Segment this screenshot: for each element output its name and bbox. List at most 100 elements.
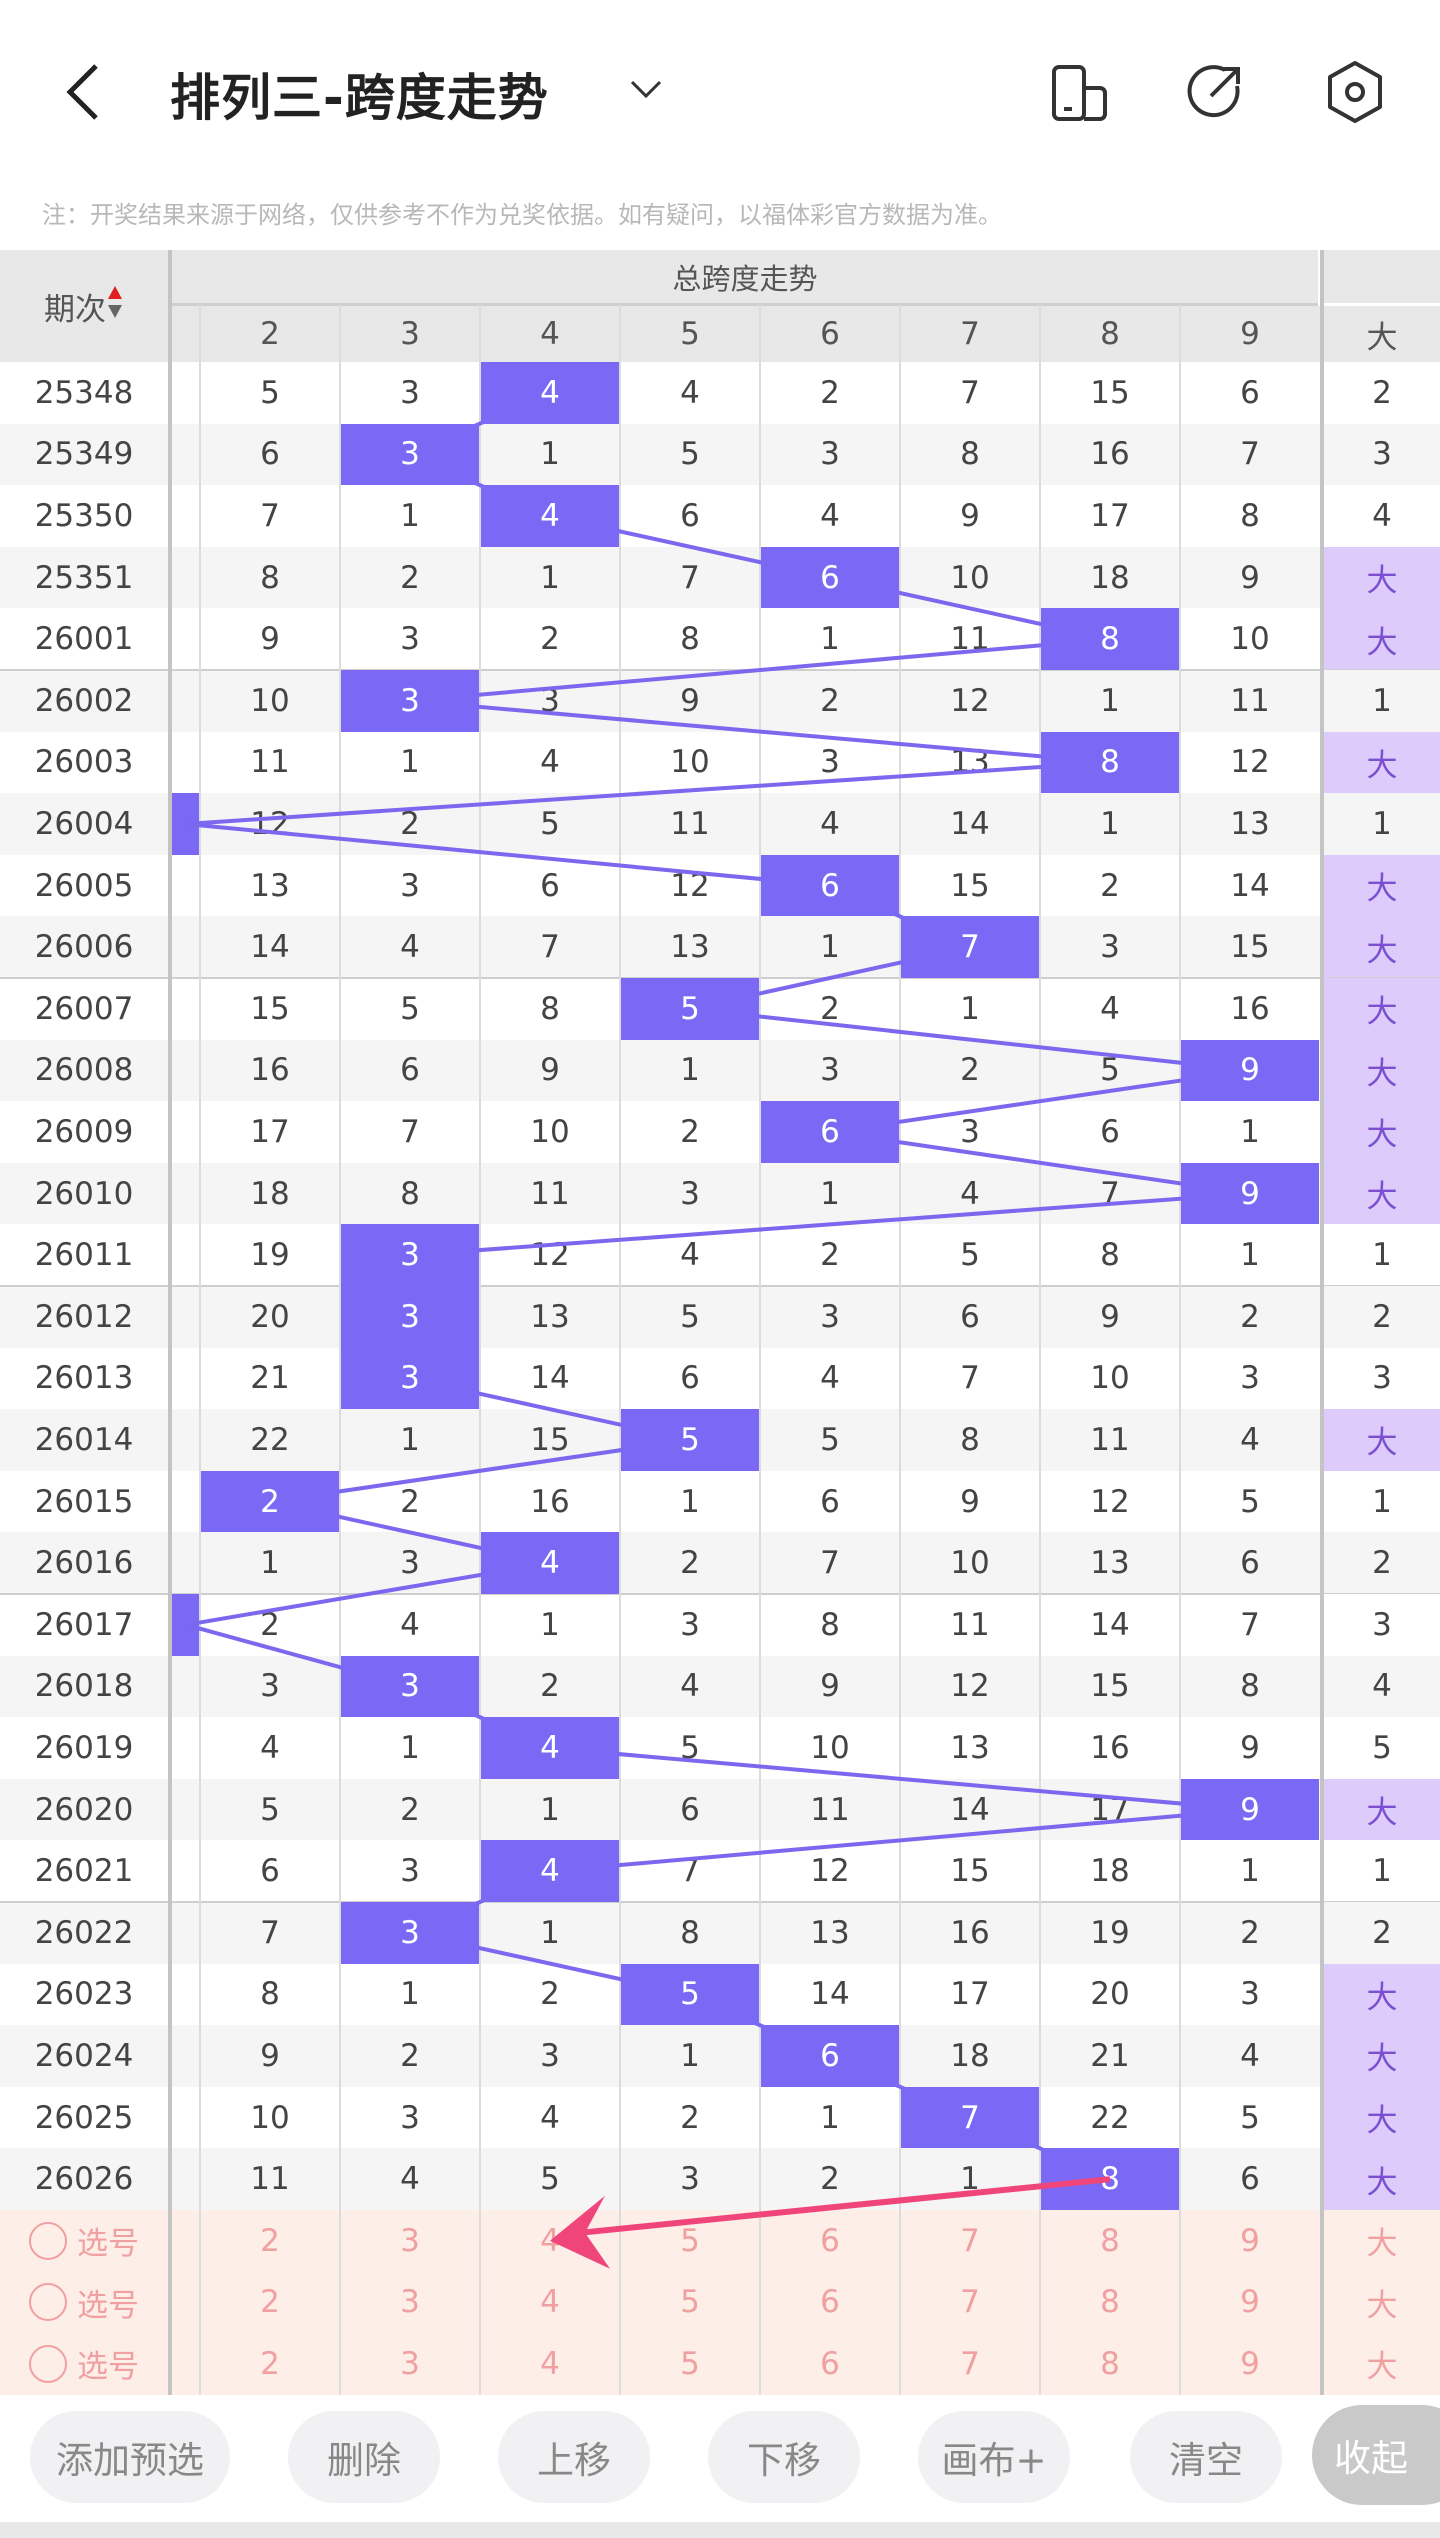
miss-cell: 6 (960, 1298, 980, 1335)
clear-button[interactable]: 清空 (1130, 2411, 1282, 2503)
select-number[interactable]: 9 (1240, 2284, 1260, 2321)
page-title[interactable]: 排列三-跨度走势 (170, 69, 549, 127)
sort-icon[interactable] (106, 284, 124, 328)
miss-cell: 7 (680, 559, 700, 596)
settings-button[interactable] (1325, 60, 1385, 128)
column-header-2: 2 (200, 306, 340, 362)
miss-cell: 10 (810, 1729, 850, 1766)
select-number[interactable]: 2 (260, 2345, 280, 2382)
canvas-plus-button[interactable]: 画布+ (918, 2411, 1070, 2503)
miss-cell: 2 (680, 2099, 700, 2136)
miss-cell: 12 (530, 1237, 570, 1274)
miss-cell: 8 (260, 559, 280, 596)
miss-cell: 2 (400, 1483, 420, 1520)
select-number[interactable]: 3 (400, 2345, 420, 2382)
miss-cell: 1 (540, 1606, 560, 1643)
miss-cell: 6 (1240, 2161, 1260, 2198)
miss-cell: 8 (1100, 1237, 1120, 1274)
select-number[interactable]: 7 (960, 2345, 980, 2382)
miss-cell: 6 (1240, 374, 1260, 411)
miss-cell: 1 (1240, 1237, 1260, 1274)
select-number[interactable]: 2 (260, 2284, 280, 2321)
miss-cell: 5 (1240, 2099, 1260, 2136)
select-row-toggle[interactable]: 选号 (0, 2272, 168, 2334)
miss-cell: 10 (250, 2099, 290, 2136)
column-header-5: 5 (620, 306, 760, 362)
select-big[interactable]: 大 (1366, 2287, 1398, 2324)
phone-layout-button[interactable] (1050, 64, 1110, 126)
move-up-button[interactable]: 上移 (498, 2411, 650, 2503)
miss-cell: 16 (1090, 1729, 1130, 1766)
issue-cell: 26006 (34, 929, 134, 966)
select-number[interactable]: 8 (1100, 2345, 1120, 2382)
select-number[interactable]: 3 (400, 2284, 420, 2321)
miss-cell: 18 (250, 1175, 290, 1212)
select-number[interactable]: 6 (820, 2222, 840, 2259)
select-number[interactable]: 4 (540, 2345, 560, 2382)
miss-cell: 3 (820, 436, 840, 473)
miss-cell: 1 (540, 436, 560, 473)
miss-cell: 4 (400, 2161, 420, 2198)
select-number[interactable]: 6 (820, 2345, 840, 2382)
miss-cell: 1 (960, 990, 980, 1027)
select-number[interactable]: 3 (400, 2222, 420, 2259)
select-number[interactable]: 7 (960, 2284, 980, 2321)
select-number[interactable]: 5 (680, 2222, 700, 2259)
collapse-button[interactable]: 收起 (1312, 2405, 1440, 2505)
select-big[interactable]: 大 (1366, 2226, 1398, 2263)
miss-cell: 20 (1090, 1976, 1130, 2013)
miss-cell: 11 (1090, 1421, 1130, 1458)
big-cell: 大 (1324, 2086, 1440, 2149)
miss-cell: 18 (1090, 1853, 1130, 1890)
last-header-top (1324, 250, 1440, 303)
miss-cell: 6 (400, 1052, 420, 1089)
miss-cell: 13 (950, 744, 990, 781)
miss-cell: 6 (680, 497, 700, 534)
miss-cell: 1 (1240, 1853, 1260, 1890)
select-number[interactable]: 4 (540, 2222, 560, 2259)
issue-cell: 25348 (34, 374, 134, 411)
column-divider (619, 305, 621, 2395)
miss-cell: 3 (820, 1298, 840, 1335)
select-number[interactable]: 5 (680, 2345, 700, 2382)
select-number[interactable]: 5 (680, 2284, 700, 2321)
issue-header[interactable]: 期次 (0, 250, 168, 362)
miss-cell: 11 (670, 805, 710, 842)
miss-cell: 1 (680, 1052, 700, 1089)
phone-layout-icon (1052, 65, 1107, 121)
select-number[interactable]: 8 (1100, 2284, 1120, 2321)
miss-cell: 4 (820, 497, 840, 534)
back-button[interactable] (60, 62, 110, 122)
issue-cell: 26019 (34, 1729, 134, 1766)
select-number[interactable]: 8 (1100, 2222, 1120, 2259)
big-cell: 3 (1324, 1594, 1440, 1656)
title-dropdown[interactable] (628, 78, 664, 106)
header-divider (172, 303, 1318, 306)
delete-button[interactable]: 删除 (288, 2411, 440, 2503)
group-header: 总跨度走势 (172, 250, 1318, 303)
miss-cell: 16 (1090, 436, 1130, 473)
hit-cell: 3 (341, 1347, 479, 1410)
select-number[interactable]: 4 (540, 2284, 560, 2321)
hit-cell: 3 (341, 1224, 479, 1286)
select-number[interactable]: 7 (960, 2222, 980, 2259)
select-number[interactable]: 6 (820, 2284, 840, 2321)
miss-cell: 1 (680, 1483, 700, 1520)
select-number[interactable]: 9 (1240, 2222, 1260, 2259)
add-preselect-button[interactable]: 添加预选 (30, 2411, 230, 2503)
select-row-toggle[interactable]: 选号 (0, 2210, 168, 2272)
select-row-toggle[interactable]: 选号 (0, 2333, 168, 2395)
move-down-button[interactable]: 下移 (708, 2411, 860, 2503)
miss-cell: 15 (530, 1421, 570, 1458)
share-button[interactable] (1185, 62, 1245, 126)
miss-cell: 3 (680, 1606, 700, 1643)
miss-cell: 2 (1240, 1914, 1260, 1951)
select-number[interactable]: 9 (1240, 2345, 1260, 2382)
select-number[interactable]: 2 (260, 2222, 280, 2259)
column-header-7: 7 (900, 306, 1040, 362)
miss-cell: 4 (680, 1668, 700, 1705)
select-big[interactable]: 大 (1366, 2349, 1398, 2386)
miss-cell: 5 (680, 1729, 700, 1766)
issue-cell: 26014 (34, 1421, 134, 1458)
